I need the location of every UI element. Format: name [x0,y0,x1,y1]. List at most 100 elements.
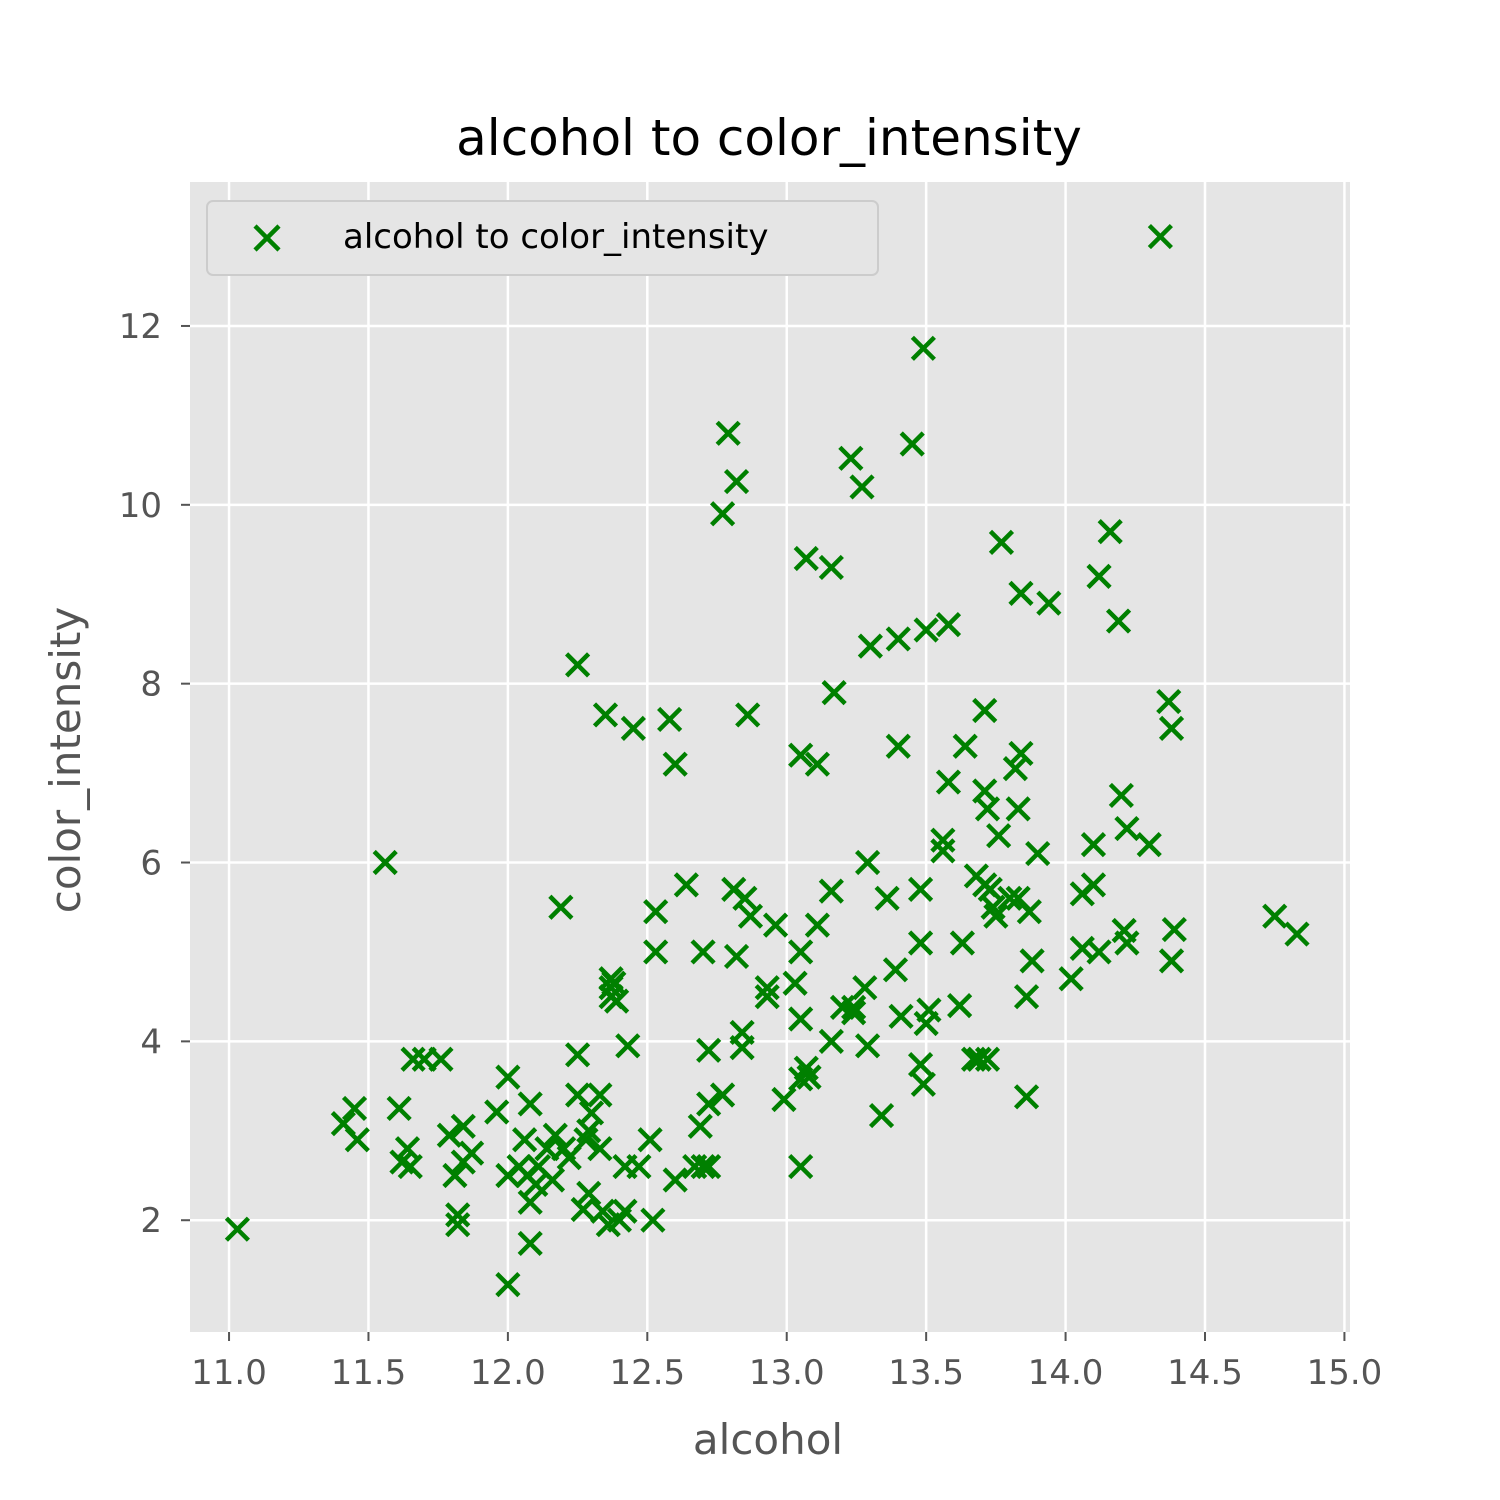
data-point [576,1180,602,1206]
data-point [947,993,973,1019]
data-point [565,1042,591,1068]
data-point [657,706,683,733]
data-point [899,431,925,457]
data-point [662,1167,688,1193]
data-point [804,751,830,777]
legend: alcohol to color_intensity [206,200,879,276]
data-point [1013,984,1040,1010]
data-point [1105,608,1132,634]
data-point [793,545,819,572]
data-point [852,975,878,1001]
data-point [637,1127,663,1153]
data-point [662,751,688,777]
data-point [673,872,699,898]
x-tick-label: 13.5 [888,1353,964,1393]
data-point [907,930,934,956]
data-point [771,1086,797,1113]
data-point [821,680,847,706]
data-point [459,1140,485,1166]
data-point [620,715,646,741]
data-point [732,885,758,911]
data-point [565,1082,591,1108]
data-point [952,733,978,759]
data-point [1158,948,1185,974]
data-point [1016,899,1042,925]
data-point [966,1046,992,1072]
data-point [930,838,956,864]
legend-label: alcohol to color_intensity [343,217,768,257]
data-point [882,957,909,983]
data-point [1008,740,1034,767]
data-point [916,997,942,1023]
data-point [723,468,750,495]
data-point [974,796,1001,822]
data-point [1156,688,1182,715]
data-point [1058,966,1084,992]
data-point [874,885,900,911]
data-point [729,1035,755,1061]
data-point [1080,832,1107,858]
data-point [737,903,764,929]
data-point [913,617,939,643]
data-point [512,1127,538,1153]
data-point [1025,840,1051,867]
data-point [612,1198,638,1224]
data-point [735,702,761,728]
data-point [587,1136,613,1162]
plot-area [190,182,1350,1332]
data-point [428,1046,454,1072]
data-point [690,1153,716,1180]
x-tick-label: 15.0 [1307,1353,1383,1393]
data-point [855,1033,881,1059]
data-point [587,1082,613,1108]
y-tick-label: 4 [140,1022,162,1062]
data-point [974,1046,1001,1072]
data-point [788,1006,814,1032]
data-point [857,633,883,659]
data-point [517,1189,543,1215]
data-point [1147,223,1173,250]
data-point [907,1052,934,1078]
data-point [436,1122,462,1148]
data-point [949,930,975,956]
data-points [224,223,1310,1298]
grid-lines [190,182,1350,1332]
data-point [548,894,574,920]
data-point [788,1153,814,1180]
data-point [885,626,911,652]
data-point [445,1202,471,1228]
data-point [696,1091,722,1117]
data-point [818,554,844,581]
axis-ticks: 11.0 11.5 12.0 12.5 13.0 13.5 14.0 14.5 15.0 2 4 6 8… [119,307,1383,1393]
data-point [818,1028,844,1054]
data-point [1114,815,1140,842]
data-point [386,1095,412,1122]
y-tick-label: 8 [140,665,162,705]
data-point [997,885,1023,911]
data-point [838,445,864,471]
data-point [754,984,780,1010]
data-point [935,612,962,638]
data-point [578,1100,605,1126]
data-point [762,912,789,938]
data-point [855,849,881,876]
legend-box [206,200,879,276]
data-point [344,1127,370,1153]
data-point [224,1216,250,1242]
x-tick-label: 11.5 [331,1353,407,1393]
data-point [1108,782,1134,809]
data-point [1080,872,1107,898]
data-point [983,903,1009,929]
data-point [517,1091,543,1117]
data-point [1036,590,1062,616]
data-point [910,335,936,361]
data-point [565,652,591,678]
x-axis-label: alcohol [693,1415,843,1464]
data-point [539,1167,566,1193]
data-point [643,939,669,965]
data-point [868,1102,895,1129]
data-point [590,1198,616,1224]
data-point [542,1122,568,1148]
data-point [1136,832,1162,858]
